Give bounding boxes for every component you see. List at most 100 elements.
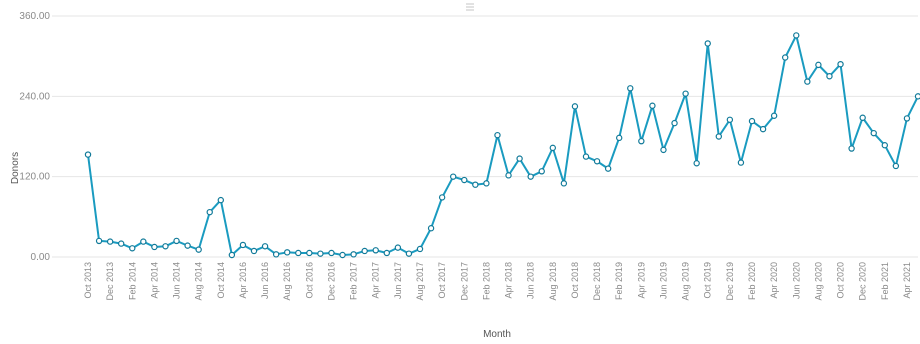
data-point[interactable] bbox=[582, 153, 590, 160]
data-point[interactable] bbox=[782, 54, 789, 61]
series-line bbox=[87, 34, 919, 256]
data-point[interactable] bbox=[317, 250, 324, 257]
data-point[interactable] bbox=[151, 243, 158, 251]
x-tick-label: Dec 2016 bbox=[326, 262, 336, 301]
x-axis-title: Month bbox=[483, 329, 511, 340]
data-point[interactable] bbox=[140, 238, 147, 245]
data-point[interactable] bbox=[84, 151, 92, 158]
x-axis-ticks: Oct 2013 Dec 2013 Feb 2014 Apr 2014 Jun 2014… bbox=[83, 262, 912, 301]
data-point[interactable] bbox=[372, 247, 379, 254]
data-point[interactable] bbox=[671, 119, 678, 127]
data-point[interactable] bbox=[914, 93, 920, 100]
data-point[interactable] bbox=[350, 251, 357, 258]
x-tick-label: Oct 2019 bbox=[703, 262, 713, 299]
y-tick-label: 360.00 bbox=[19, 11, 50, 22]
data-point[interactable] bbox=[195, 246, 202, 253]
data-point[interactable] bbox=[129, 245, 136, 252]
data-point[interactable] bbox=[250, 247, 258, 255]
data-point[interactable] bbox=[527, 173, 534, 180]
data-point[interactable] bbox=[660, 146, 667, 154]
data-point[interactable] bbox=[715, 133, 723, 140]
data-point[interactable] bbox=[450, 173, 457, 180]
x-tick-label: Feb 2021 bbox=[880, 262, 890, 300]
data-point[interactable] bbox=[704, 40, 711, 47]
x-tick-label: Dec 2020 bbox=[858, 262, 868, 301]
data-point[interactable] bbox=[361, 247, 368, 255]
y-tick-label: 120.00 bbox=[19, 172, 50, 183]
data-point[interactable] bbox=[106, 238, 114, 245]
data-point[interactable] bbox=[638, 137, 645, 145]
data-point[interactable] bbox=[837, 60, 844, 68]
data-point[interactable] bbox=[217, 196, 224, 204]
data-point[interactable] bbox=[505, 172, 512, 179]
data-point[interactable] bbox=[815, 61, 822, 69]
data-point[interactable] bbox=[339, 251, 346, 259]
x-tick-label: Feb 2018 bbox=[481, 262, 491, 300]
x-tick-label: Apr 2014 bbox=[149, 262, 159, 299]
data-point[interactable] bbox=[649, 102, 656, 109]
data-point[interactable] bbox=[95, 237, 103, 245]
data-point[interactable] bbox=[549, 144, 557, 152]
data-point[interactable] bbox=[461, 176, 468, 184]
data-point[interactable] bbox=[560, 180, 568, 187]
data-point[interactable] bbox=[903, 115, 911, 122]
data-point[interactable] bbox=[438, 194, 446, 201]
data-point[interactable] bbox=[483, 180, 490, 187]
data-point[interactable] bbox=[295, 249, 302, 257]
data-point[interactable] bbox=[272, 251, 280, 258]
data-point[interactable] bbox=[804, 78, 811, 85]
y-tick-label: 240.00 bbox=[19, 91, 50, 102]
data-point[interactable] bbox=[239, 241, 247, 249]
data-point[interactable] bbox=[748, 117, 756, 125]
x-tick-label: Feb 2014 bbox=[127, 262, 137, 300]
data-point[interactable] bbox=[173, 237, 180, 245]
data-point[interactable] bbox=[793, 32, 800, 39]
data-point[interactable] bbox=[405, 250, 413, 257]
y-tick-label: 0.00 bbox=[31, 252, 51, 263]
drag-handle-icon[interactable] bbox=[466, 3, 474, 11]
data-point[interactable] bbox=[117, 240, 125, 247]
x-tick-label: Dec 2017 bbox=[459, 262, 469, 301]
data-point[interactable] bbox=[726, 116, 734, 123]
x-tick-label: Feb 2020 bbox=[747, 262, 757, 300]
data-point[interactable] bbox=[427, 225, 435, 232]
data-point[interactable] bbox=[604, 165, 612, 172]
data-point[interactable] bbox=[759, 125, 767, 133]
data-point[interactable] bbox=[284, 249, 291, 256]
data-point[interactable] bbox=[859, 114, 866, 121]
data-point[interactable] bbox=[228, 251, 236, 259]
data-point[interactable] bbox=[383, 249, 390, 257]
data-point[interactable] bbox=[571, 103, 579, 110]
data-point[interactable] bbox=[394, 244, 402, 251]
data-point[interactable] bbox=[328, 249, 335, 257]
x-tick-label: Feb 2019 bbox=[614, 262, 624, 300]
x-tick-label: Aug 2016 bbox=[282, 262, 292, 301]
data-point[interactable] bbox=[261, 243, 269, 250]
data-point[interactable] bbox=[162, 243, 169, 250]
data-point[interactable] bbox=[870, 129, 877, 137]
data-point[interactable] bbox=[693, 160, 700, 167]
data-point[interactable] bbox=[206, 208, 213, 216]
data-point[interactable] bbox=[737, 159, 745, 166]
data-point[interactable] bbox=[516, 155, 523, 162]
data-point[interactable] bbox=[892, 162, 900, 170]
data-point[interactable] bbox=[826, 73, 833, 80]
data-point[interactable] bbox=[184, 242, 191, 249]
x-tick-label: Apr 2021 bbox=[902, 262, 912, 299]
data-point[interactable] bbox=[770, 112, 778, 119]
data-point[interactable] bbox=[593, 158, 601, 165]
data-point[interactable] bbox=[881, 142, 889, 149]
data-point[interactable] bbox=[682, 90, 689, 97]
data-point[interactable] bbox=[472, 181, 479, 188]
y-axis-title: Donors bbox=[10, 152, 21, 184]
data-point[interactable] bbox=[538, 168, 545, 175]
x-tick-label: Apr 2018 bbox=[504, 262, 514, 299]
data-point[interactable] bbox=[416, 245, 424, 253]
data-point[interactable] bbox=[627, 85, 634, 92]
data-point[interactable] bbox=[306, 249, 313, 257]
data-point[interactable] bbox=[616, 134, 623, 142]
x-tick-label: Jun 2018 bbox=[526, 262, 536, 299]
data-point[interactable] bbox=[848, 145, 855, 152]
data-point[interactable] bbox=[494, 131, 501, 139]
